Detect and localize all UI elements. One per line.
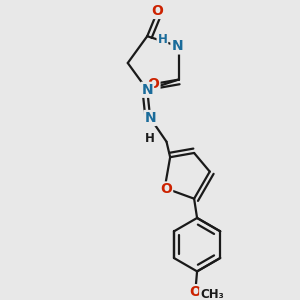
Text: N: N	[144, 111, 156, 125]
Text: H: H	[158, 32, 167, 46]
Text: O: O	[152, 4, 164, 18]
Text: H: H	[145, 132, 155, 145]
Text: O: O	[190, 285, 202, 299]
Text: CH₃: CH₃	[200, 288, 224, 300]
Text: N: N	[171, 39, 183, 53]
Text: O: O	[160, 182, 172, 197]
Text: N: N	[141, 83, 153, 97]
Text: O: O	[148, 77, 160, 91]
